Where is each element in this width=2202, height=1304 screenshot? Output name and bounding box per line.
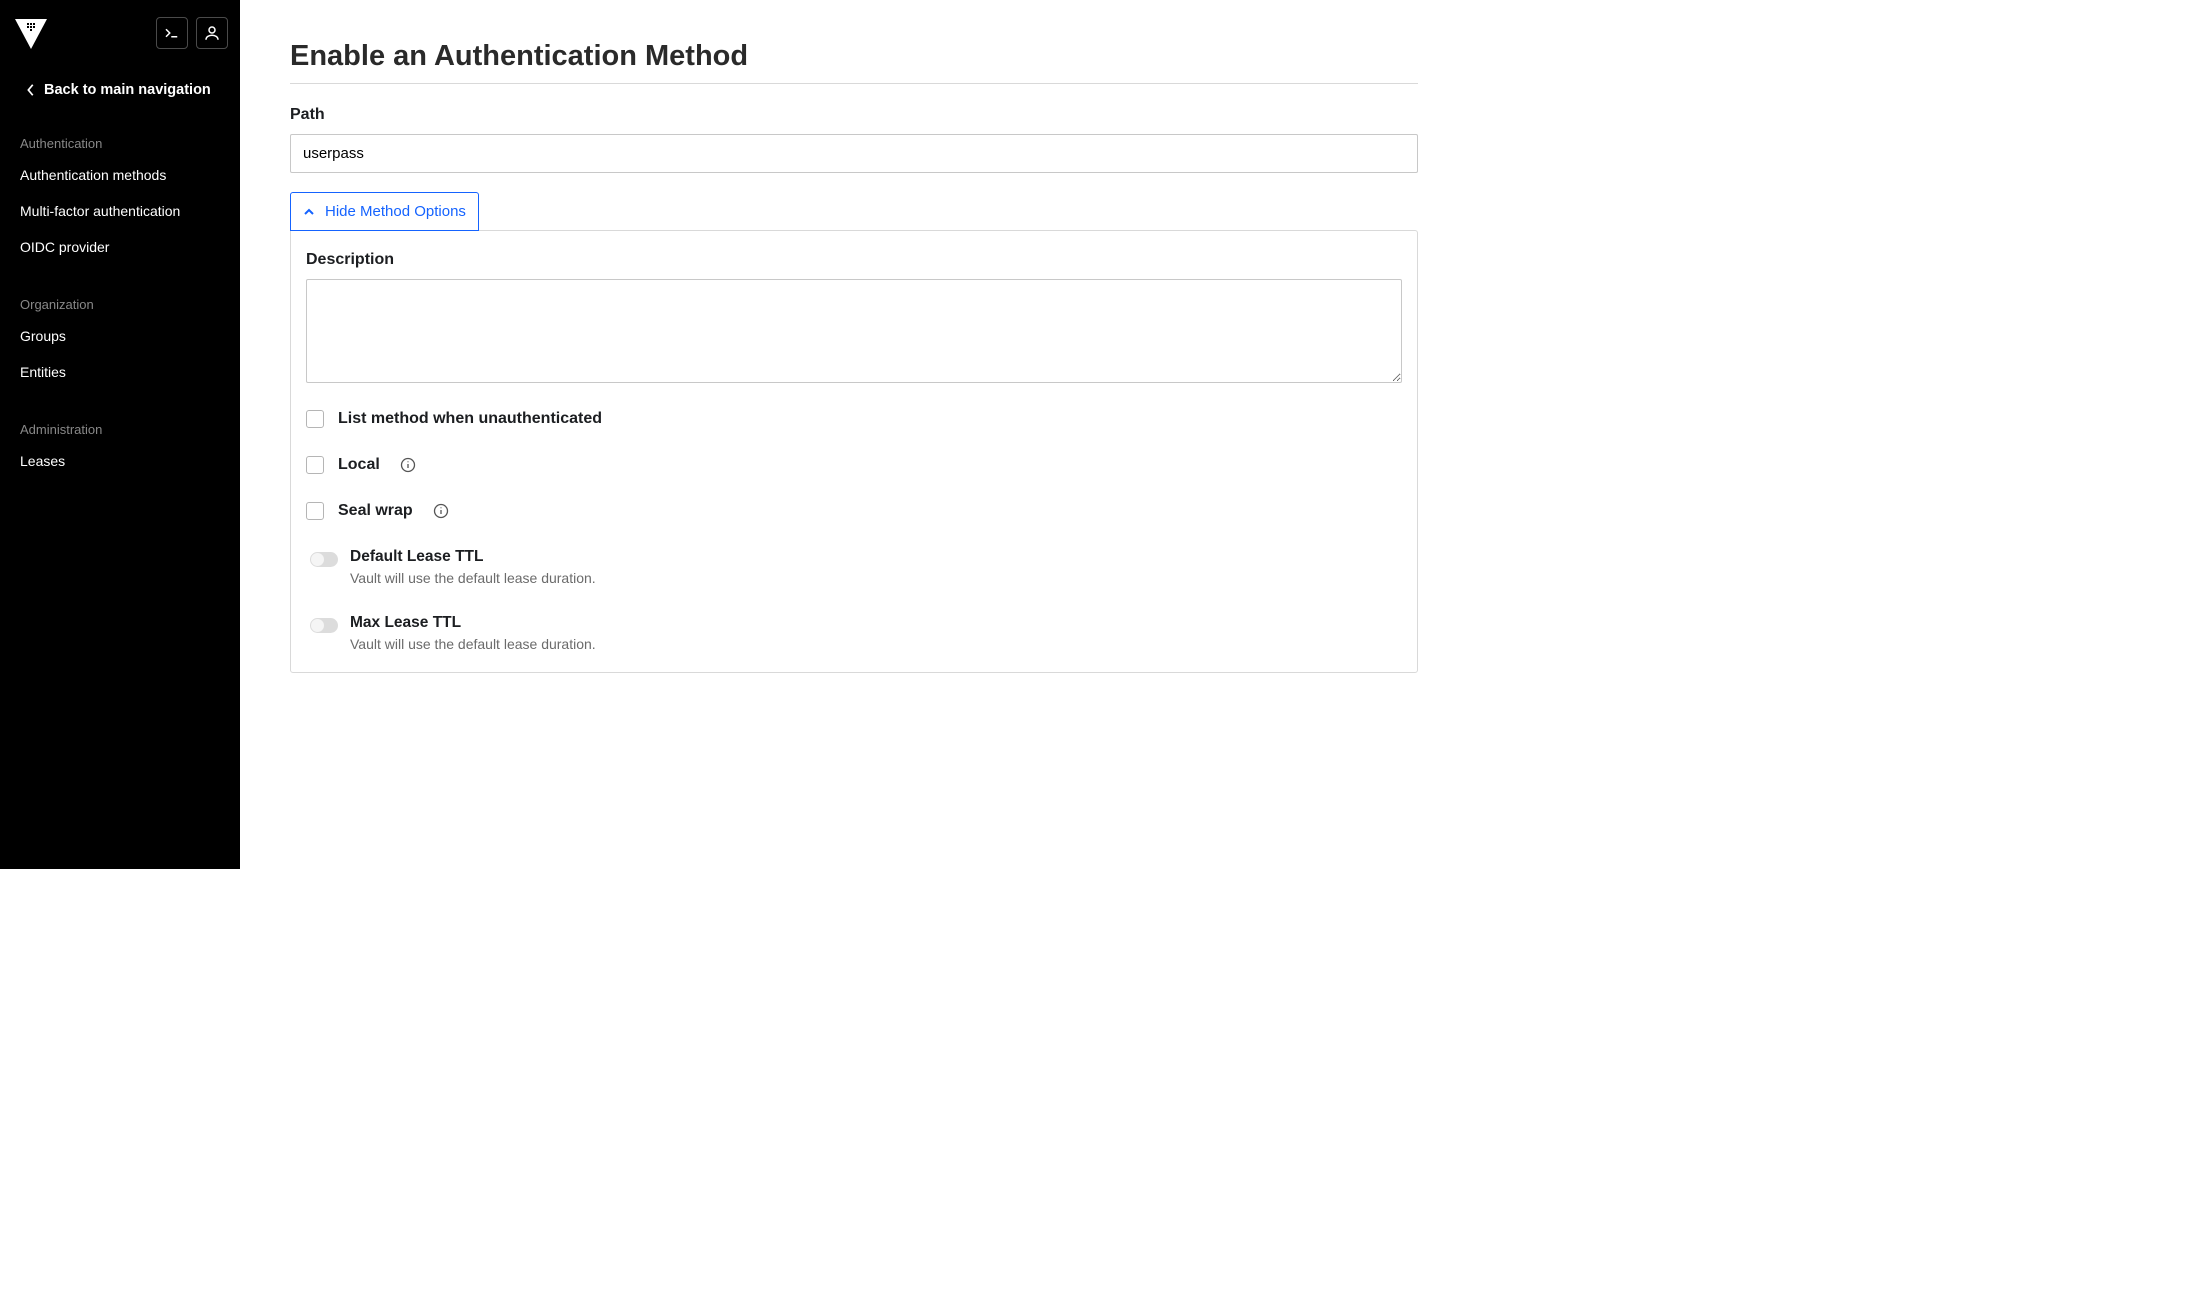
toggle-sub: Vault will use the default lease duratio… [350, 570, 596, 586]
section-header: Authentication [0, 126, 240, 157]
sidebar-item-oidc[interactable]: OIDC provider [0, 229, 240, 265]
check-row-seal-wrap: Seal wrap [306, 502, 1402, 520]
toggle-text: Max Lease TTL Vault will use the default… [350, 614, 596, 652]
section-header: Organization [0, 287, 240, 318]
toggle-row-default-ttl: Default Lease TTL Vault will use the def… [306, 548, 1402, 586]
description-textarea[interactable] [306, 279, 1402, 383]
checkbox-seal-wrap[interactable] [306, 502, 324, 520]
sidebar-item-entities[interactable]: Entities [0, 354, 240, 390]
toggle-label: Hide Method Options [325, 203, 466, 220]
nav-group-administration: Administration Leases [0, 412, 240, 479]
sidebar-item-mfa[interactable]: Multi-factor authentication [0, 193, 240, 229]
main-content: Enable an Authentication Method Path Hid… [240, 0, 1468, 869]
check-row-local: Local [306, 456, 1402, 474]
chevron-left-icon [26, 83, 36, 97]
sidebar-top [0, 14, 240, 64]
check-label: Local [338, 456, 380, 474]
path-input[interactable] [290, 134, 1418, 173]
toggle-text: Default Lease TTL Vault will use the def… [350, 548, 596, 586]
path-label: Path [290, 106, 1418, 124]
description-label: Description [306, 251, 1402, 269]
chevron-up-icon [303, 206, 315, 218]
nav-group-authentication: Authentication Authentication methods Mu… [0, 126, 240, 265]
switch-default-ttl[interactable] [310, 552, 338, 567]
section-header: Administration [0, 412, 240, 443]
info-icon[interactable] [433, 503, 449, 519]
method-options-toggle[interactable]: Hide Method Options [290, 192, 479, 231]
nav-group-organization: Organization Groups Entities [0, 287, 240, 390]
toggle-title: Default Lease TTL [350, 548, 596, 566]
info-icon[interactable] [400, 457, 416, 473]
check-label: List method when unauthenticated [338, 410, 602, 428]
back-label: Back to main navigation [44, 82, 211, 98]
sidebar-item-leases[interactable]: Leases [0, 443, 240, 479]
method-options-panel: Description List method when unauthentic… [290, 230, 1418, 673]
page-title: Enable an Authentication Method [290, 40, 1418, 84]
check-row-list-unauth: List method when unauthenticated [306, 410, 1402, 428]
checkbox-list-unauth[interactable] [306, 410, 324, 428]
toggle-sub: Vault will use the default lease duratio… [350, 636, 596, 652]
terminal-button[interactable] [156, 17, 188, 49]
sidebar-item-auth-methods[interactable]: Authentication methods [0, 157, 240, 193]
back-link[interactable]: Back to main navigation [0, 64, 240, 126]
vault-logo [12, 14, 50, 52]
switch-max-ttl[interactable] [310, 618, 338, 633]
sidebar: Back to main navigation Authentication A… [0, 0, 240, 869]
check-label: Seal wrap [338, 502, 413, 520]
toggle-row-max-ttl: Max Lease TTL Vault will use the default… [306, 614, 1402, 652]
sidebar-item-groups[interactable]: Groups [0, 318, 240, 354]
user-button[interactable] [196, 17, 228, 49]
toggle-title: Max Lease TTL [350, 614, 596, 632]
top-icons [156, 17, 228, 49]
checkbox-local[interactable] [306, 456, 324, 474]
